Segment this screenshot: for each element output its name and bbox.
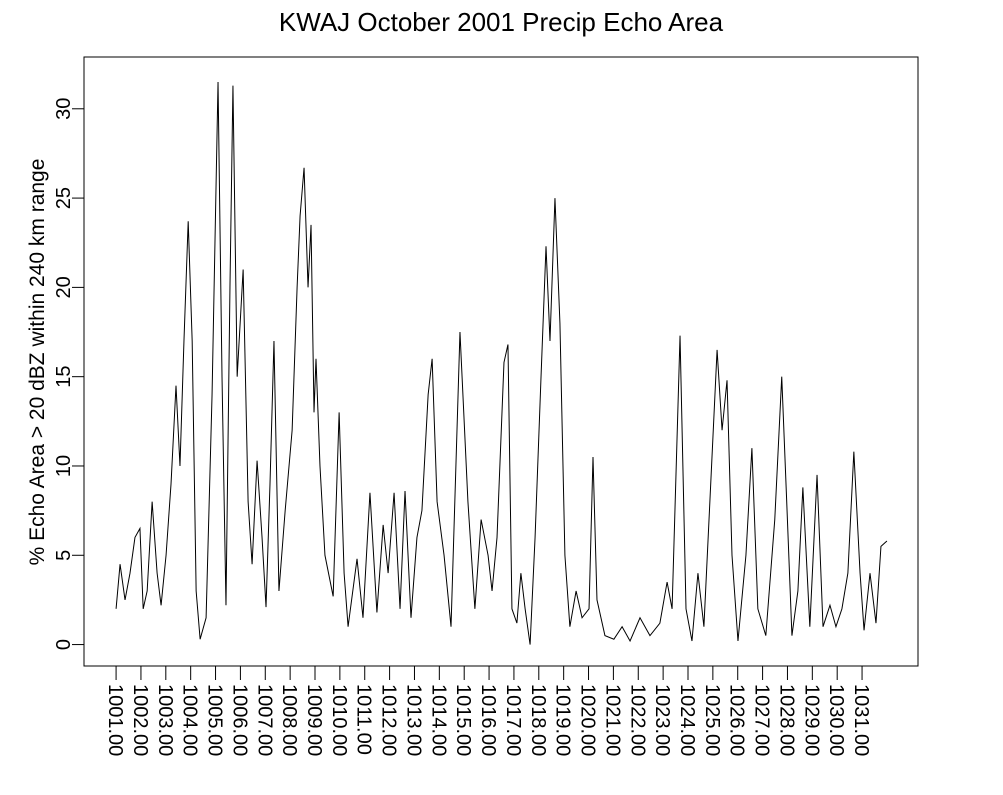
y-axis-label: % Echo Area > 20 dBZ within 240 km range — [26, 159, 49, 566]
x-tick-label: 1017.00 — [502, 684, 524, 756]
y-tick-label: 30 — [53, 98, 75, 120]
x-tick-label: 1010.00 — [328, 684, 350, 756]
x-tick-label: 1013.00 — [402, 684, 424, 756]
x-tick-label: 1003.00 — [154, 684, 176, 756]
x-tick-label: 1024.00 — [676, 684, 698, 756]
y-tick-label: 10 — [53, 455, 75, 477]
x-tick-label: 1031.00 — [850, 684, 872, 756]
x-tick-label: 1026.00 — [726, 684, 748, 756]
x-tick-label: 1025.00 — [701, 684, 723, 756]
x-tick-label: 1018.00 — [527, 684, 549, 756]
x-tick-label: 1011.00 — [353, 684, 375, 755]
y-tick-label: 15 — [53, 366, 75, 388]
x-tick-label: 1022.00 — [626, 684, 648, 756]
chart-title: KWAJ October 2001 Precip Echo Area — [279, 7, 724, 37]
x-tick-label: 1007.00 — [253, 684, 275, 756]
x-tick-label: 1020.00 — [577, 684, 599, 756]
x-tick-label: 1006.00 — [228, 684, 250, 756]
x-tick-label: 1030.00 — [825, 684, 847, 756]
y-tick-label: 5 — [53, 550, 75, 561]
x-tick-label: 1023.00 — [651, 684, 673, 756]
x-tick-label: 1028.00 — [775, 684, 797, 756]
x-tick-label: 1002.00 — [129, 684, 151, 756]
x-tick-label: 1021.00 — [601, 684, 623, 756]
x-tick-label: 1004.00 — [179, 684, 201, 756]
x-tick-label: 1005.00 — [204, 684, 226, 756]
data-line — [115, 81, 888, 645]
x-tick-label: 1001.00 — [104, 684, 126, 756]
y-tick-label: 20 — [53, 276, 75, 298]
x-tick-label: 1029.00 — [800, 684, 822, 756]
x-tick-label: 1014.00 — [427, 684, 449, 756]
x-tick-label: 1016.00 — [477, 684, 499, 756]
y-tick-label: 25 — [53, 187, 75, 209]
x-tick-label: 1027.00 — [751, 684, 773, 756]
x-tick-label: 1012.00 — [378, 684, 400, 756]
x-tick-label: 1009.00 — [303, 684, 325, 756]
x-tick-label: 1008.00 — [278, 684, 300, 756]
x-tick-label: 1019.00 — [552, 684, 574, 756]
plot-frame — [83, 56, 919, 667]
x-tick-label: 1015.00 — [452, 684, 474, 756]
y-tick-label: 0 — [53, 639, 75, 650]
